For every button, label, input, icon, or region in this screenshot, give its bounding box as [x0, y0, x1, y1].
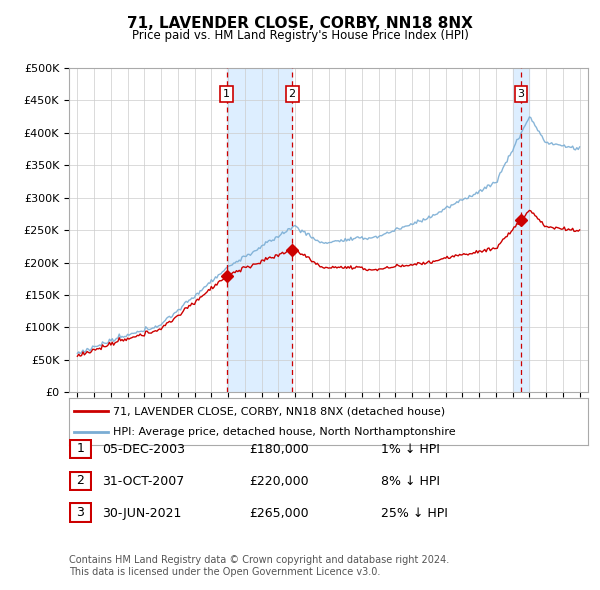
Text: Price paid vs. HM Land Registry's House Price Index (HPI): Price paid vs. HM Land Registry's House …: [131, 30, 469, 42]
Text: 31-OCT-2007: 31-OCT-2007: [102, 475, 184, 488]
Text: 1: 1: [76, 442, 85, 455]
FancyBboxPatch shape: [70, 471, 91, 490]
Text: 05-DEC-2003: 05-DEC-2003: [102, 443, 185, 456]
Text: 3: 3: [76, 506, 85, 519]
Text: 2: 2: [76, 474, 85, 487]
Text: £180,000: £180,000: [249, 443, 309, 456]
Bar: [512, 68, 529, 392]
Text: £220,000: £220,000: [249, 475, 308, 488]
Text: 71, LAVENDER CLOSE, CORBY, NN18 8NX (detached house): 71, LAVENDER CLOSE, CORBY, NN18 8NX (det…: [113, 407, 445, 417]
Text: 71, LAVENDER CLOSE, CORBY, NN18 8NX: 71, LAVENDER CLOSE, CORBY, NN18 8NX: [127, 16, 473, 31]
Text: Contains HM Land Registry data © Crown copyright and database right 2024.: Contains HM Land Registry data © Crown c…: [69, 555, 449, 565]
Text: 1% ↓ HPI: 1% ↓ HPI: [381, 443, 440, 456]
FancyBboxPatch shape: [70, 503, 91, 522]
Text: This data is licensed under the Open Government Licence v3.0.: This data is licensed under the Open Gov…: [69, 567, 380, 577]
Text: £265,000: £265,000: [249, 507, 308, 520]
FancyBboxPatch shape: [70, 440, 91, 458]
Text: 2: 2: [289, 89, 296, 99]
Text: 8% ↓ HPI: 8% ↓ HPI: [381, 475, 440, 488]
Text: HPI: Average price, detached house, North Northamptonshire: HPI: Average price, detached house, Nort…: [113, 427, 456, 437]
Text: 1: 1: [223, 89, 230, 99]
Text: 25% ↓ HPI: 25% ↓ HPI: [381, 507, 448, 520]
Text: 3: 3: [518, 89, 524, 99]
Text: 30-JUN-2021: 30-JUN-2021: [102, 507, 181, 520]
Bar: [227, 68, 292, 392]
